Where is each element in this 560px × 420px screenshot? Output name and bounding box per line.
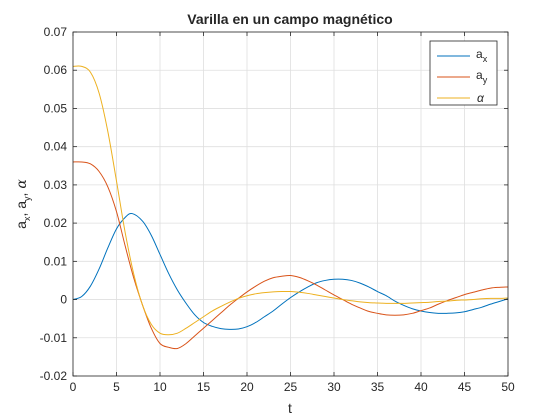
x-tick-label: 15 (197, 380, 211, 394)
y-tick-label: 0.07 (44, 25, 68, 39)
legend: ax ay α (429, 40, 498, 106)
y-tick-label: 0.02 (44, 216, 68, 230)
y-tick-label: 0.04 (44, 140, 68, 154)
y-tick-label: 0.06 (44, 63, 68, 77)
x-tick-label: 40 (414, 380, 428, 394)
y-tick-label: -0.02 (40, 369, 68, 383)
series-line-a-x (72, 212, 509, 330)
y-axis-label: ax, ay, α (13, 179, 32, 229)
tick-labels: 0 5 10 15 20 25 30 35 40 45 50 -0.02 -0.01 0 0.01 0.02 0… (40, 25, 515, 394)
x-tick-label: 20 (240, 380, 254, 394)
x-tick-label: 50 (501, 380, 515, 394)
y-tick-label: 0.03 (44, 178, 68, 192)
x-tick-label: 35 (371, 380, 385, 394)
x-tick-label: 0 (70, 380, 77, 394)
y-tick-label: 0 (60, 293, 67, 307)
chart-title: Varilla en un campo magnético (187, 11, 392, 27)
x-tick-label: 25 (284, 380, 298, 394)
x-tick-label: 5 (113, 380, 120, 394)
x-axis-label: t (288, 400, 292, 416)
series-lines (72, 65, 509, 350)
legend-label-a-x: ax (476, 47, 488, 64)
ticks (72, 31, 509, 377)
y-tick-label: 0.01 (44, 254, 68, 268)
legend-label-a-y: ay (476, 68, 488, 85)
y-tick-label: -0.01 (40, 331, 68, 345)
y-tick-label: 0.05 (44, 101, 68, 115)
x-tick-label: 10 (153, 380, 167, 394)
legend-label-alpha: α (477, 91, 485, 105)
x-tick-label: 30 (327, 380, 341, 394)
series-line-alpha (72, 65, 509, 336)
legend-box (429, 40, 498, 106)
x-tick-label: 45 (458, 380, 472, 394)
